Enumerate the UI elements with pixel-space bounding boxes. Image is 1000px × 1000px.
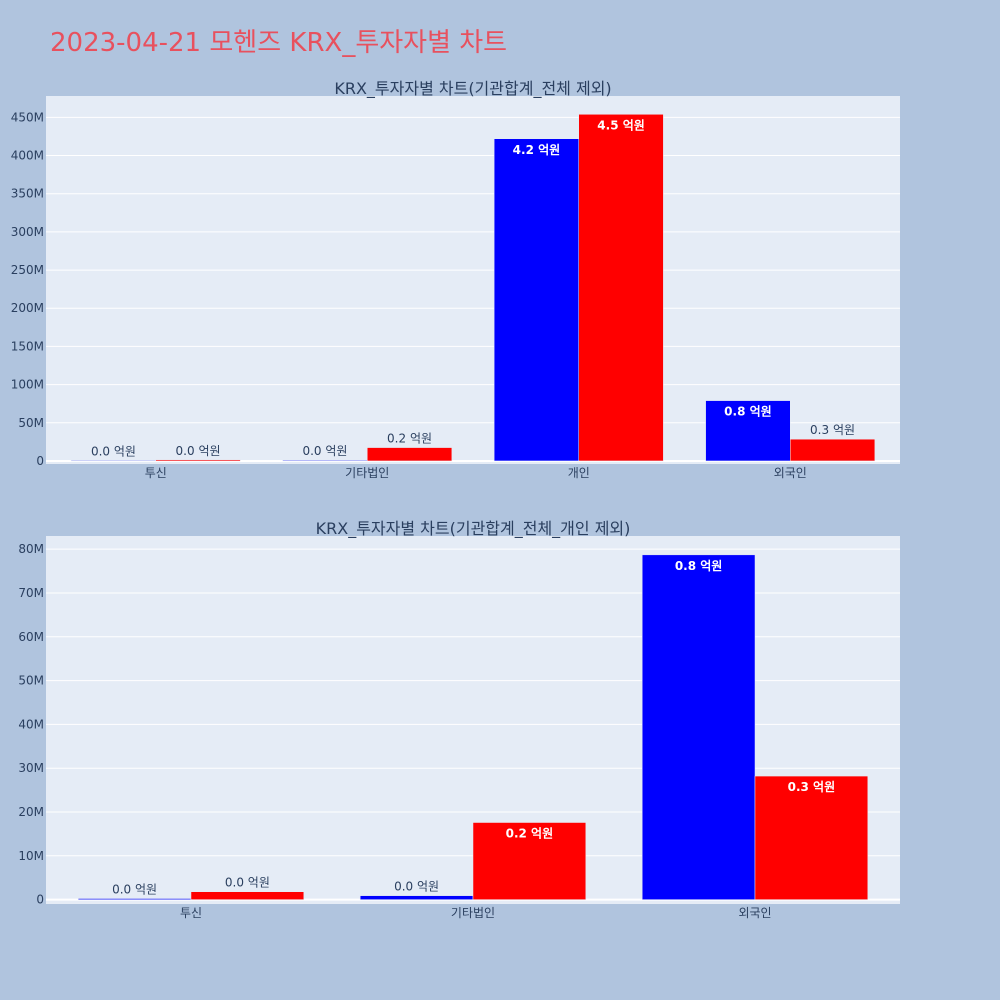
bar-sell (190, 891, 305, 900)
data-label: 0.8 억원 (675, 559, 723, 573)
x-tick-label: 외국인 (738, 906, 771, 920)
y-tick-label: 10M (18, 849, 44, 863)
y-tick-label: 400M (11, 149, 44, 163)
x-tick-label: 투신 (145, 466, 167, 480)
x-tick-label: 기타법인 (451, 906, 495, 920)
y-tick-label: 350M (11, 187, 44, 201)
y-tick-label: 200M (11, 301, 44, 315)
data-label: 0.2 억원 (387, 432, 432, 446)
page-title: 2023-04-21 모헨즈 KRX_투자자별 차트 (50, 28, 508, 58)
bar-sell (578, 114, 664, 462)
chart-investor-excl-individual: KRX_투자자별 차트(기관합계_전체_개인 제외) 0 10M 20M 30M 40M… (18, 519, 900, 920)
bar-sell (155, 459, 241, 462)
bar-sell (367, 447, 453, 462)
data-label: 0.0 억원 (225, 876, 270, 890)
data-label: 4.5 억원 (597, 118, 645, 132)
bar-buy (705, 400, 791, 462)
bar-sell (790, 438, 876, 462)
y-tick-label: 30M (18, 761, 44, 775)
data-label: 0.8 억원 (724, 405, 772, 419)
y-tick-label: 300M (11, 225, 44, 239)
y-tick-label: 70M (18, 586, 44, 600)
chart-title: KRX_투자자별 차트(기관합계_전체_개인 제외) (316, 519, 631, 539)
data-label: 0.2 억원 (506, 827, 554, 841)
x-tick-label: 투신 (180, 906, 202, 920)
y-tick-label: 60M (18, 630, 44, 644)
bar-buy (70, 460, 156, 462)
data-label: 0.3 억원 (788, 780, 836, 794)
data-label: 0.0 억원 (302, 444, 347, 458)
bar-buy (493, 138, 579, 462)
bar-buy (359, 895, 474, 900)
y-tick-label: 50M (18, 674, 44, 688)
data-label: 0.3 억원 (810, 423, 855, 437)
data-label: 0.0 억원 (176, 444, 221, 458)
y-tick-label: 40M (18, 717, 44, 731)
chart-investor-all: KRX_투자자별 차트(기관합계_전체 제외) 0 50M 100M 150M 200M… (11, 79, 900, 480)
data-label: 0.0 억원 (394, 880, 439, 894)
y-tick-label: 250M (11, 263, 44, 277)
y-tick-label: 100M (11, 378, 44, 392)
x-tick-label: 기타법인 (345, 466, 389, 480)
y-tick-label: 20M (18, 805, 44, 819)
bar-sell (472, 822, 587, 900)
y-tick-label: 150M (11, 339, 44, 353)
y-tick-label: 450M (11, 110, 44, 124)
y-tick-label: 50M (18, 416, 44, 430)
y-tick-label: 0 (36, 454, 44, 468)
data-label: 0.0 억원 (91, 444, 136, 458)
y-tick-label: 80M (18, 542, 44, 556)
y-tick-label: 0 (36, 893, 44, 907)
chart-title: KRX_투자자별 차트(기관합계_전체 제외) (334, 79, 611, 99)
bar-buy (641, 554, 756, 900)
bar-buy (282, 459, 368, 462)
bar-buy (77, 898, 192, 900)
data-label: 4.2 억원 (513, 143, 561, 157)
data-label: 0.0 억원 (112, 883, 157, 897)
bar-sell (754, 775, 869, 900)
x-tick-label: 외국인 (774, 466, 807, 480)
x-tick-label: 개인 (568, 466, 590, 480)
